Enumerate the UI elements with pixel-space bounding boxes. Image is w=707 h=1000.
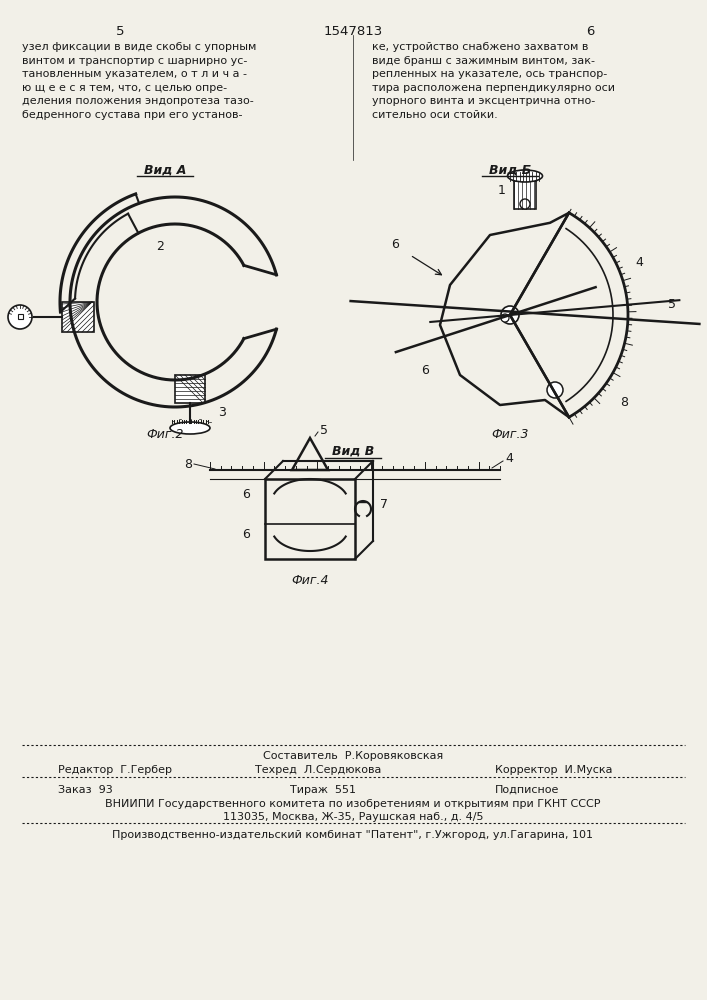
Text: Фиг.3: Фиг.3 (491, 428, 529, 441)
Ellipse shape (170, 422, 210, 434)
Text: 1547813: 1547813 (323, 25, 382, 38)
Text: Редактор  Г.Гербер: Редактор Г.Гербер (58, 765, 172, 775)
Text: узел фиксации в виде скобы с упорным
винтом и транспортир с шарнирно ус-
тановле: узел фиксации в виде скобы с упорным вин… (22, 42, 257, 120)
Text: 113035, Москва, Ж-35, Раушская наб., д. 4/5: 113035, Москва, Ж-35, Раушская наб., д. … (223, 812, 484, 822)
Text: 4: 4 (635, 256, 643, 269)
Circle shape (501, 314, 509, 322)
Text: 6: 6 (242, 528, 250, 540)
Text: 7: 7 (380, 497, 388, 510)
Text: Производственно-издательский комбинат "Патент", г.Ужгород, ул.Гагарина, 101: Производственно-издательский комбинат "П… (112, 830, 593, 840)
Text: 6: 6 (242, 488, 250, 500)
Text: Корректор  И.Муска: Корректор И.Муска (495, 765, 612, 775)
Text: Составитель  Р.Коровяковская: Составитель Р.Коровяковская (263, 751, 443, 761)
Circle shape (547, 382, 563, 398)
Text: 8: 8 (620, 396, 628, 410)
Text: Подписное: Подписное (495, 785, 559, 795)
Text: 5: 5 (668, 298, 676, 312)
Text: Фиг.4: Фиг.4 (291, 574, 329, 587)
Text: ВНИИПИ Государственного комитета по изобретениям и открытиям при ГКНТ СССР: ВНИИПИ Государственного комитета по изоб… (105, 799, 601, 809)
Text: Заказ  93: Заказ 93 (58, 785, 112, 795)
Text: Вид Б: Вид Б (489, 164, 531, 177)
Text: 6: 6 (421, 363, 429, 376)
Text: 3: 3 (218, 406, 226, 420)
Text: 4: 4 (505, 452, 513, 464)
Text: 5: 5 (116, 25, 124, 38)
Ellipse shape (508, 170, 542, 182)
Text: Вид В: Вид В (332, 445, 374, 458)
Text: 8: 8 (184, 458, 192, 472)
Text: 2: 2 (156, 240, 164, 253)
Bar (514, 181, 536, 209)
Text: 5: 5 (320, 424, 328, 436)
Text: Вид А: Вид А (144, 164, 186, 177)
Text: ке, устройство снабжено захватом в
виде бранш с зажимным винтом, зак-
репленных : ке, устройство снабжено захватом в виде … (372, 42, 615, 120)
Text: Фиг.2: Фиг.2 (146, 428, 184, 441)
Bar (62, 302, 94, 332)
Circle shape (501, 306, 519, 324)
Text: 1: 1 (498, 184, 506, 196)
Circle shape (520, 199, 530, 209)
Bar (175, 375, 205, 403)
Bar (265, 479, 355, 559)
Circle shape (8, 305, 32, 329)
Text: 6: 6 (391, 238, 399, 251)
Text: Техред  Л.Сердюкова: Техред Л.Сердюкова (255, 765, 381, 775)
Text: 6: 6 (586, 25, 594, 38)
Text: Тираж  551: Тираж 551 (290, 785, 356, 795)
Bar (18, 314, 23, 319)
